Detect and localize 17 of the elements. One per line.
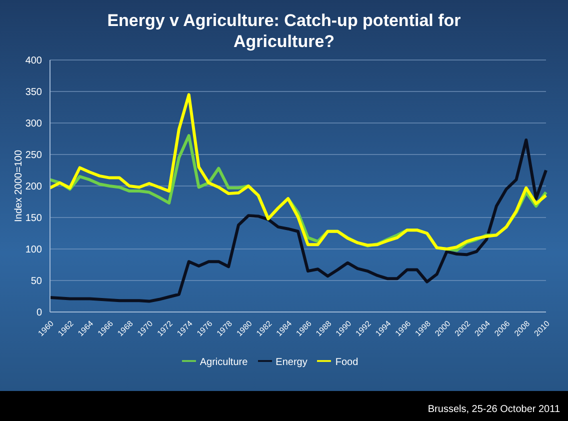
legend-label: Food: [335, 357, 358, 368]
y-tick-label: 0: [36, 308, 42, 319]
y-tick-label: 250: [25, 150, 42, 162]
legend-label: Energy: [276, 357, 308, 368]
y-tick-label: 150: [25, 213, 42, 224]
legend-label: Agriculture: [200, 357, 248, 368]
line-series: [48, 138, 548, 303]
y-tick-label: 350: [25, 87, 42, 98]
y-tick-label: 200: [25, 182, 42, 193]
y-tick-label: 300: [25, 118, 42, 130]
y-tick-label: 100: [25, 244, 42, 256]
line-series: [48, 93, 548, 250]
y-tick-label: 50: [30, 276, 42, 288]
y-tick-label: 400: [25, 56, 42, 67]
text: Brussels, 25-26 October 2011: [428, 404, 560, 415]
y-axis-title: Index 2000=100: [14, 150, 25, 222]
chart-title: Energy v Agriculture: Catch-up potential for Agriculture?: [106, 10, 462, 52]
